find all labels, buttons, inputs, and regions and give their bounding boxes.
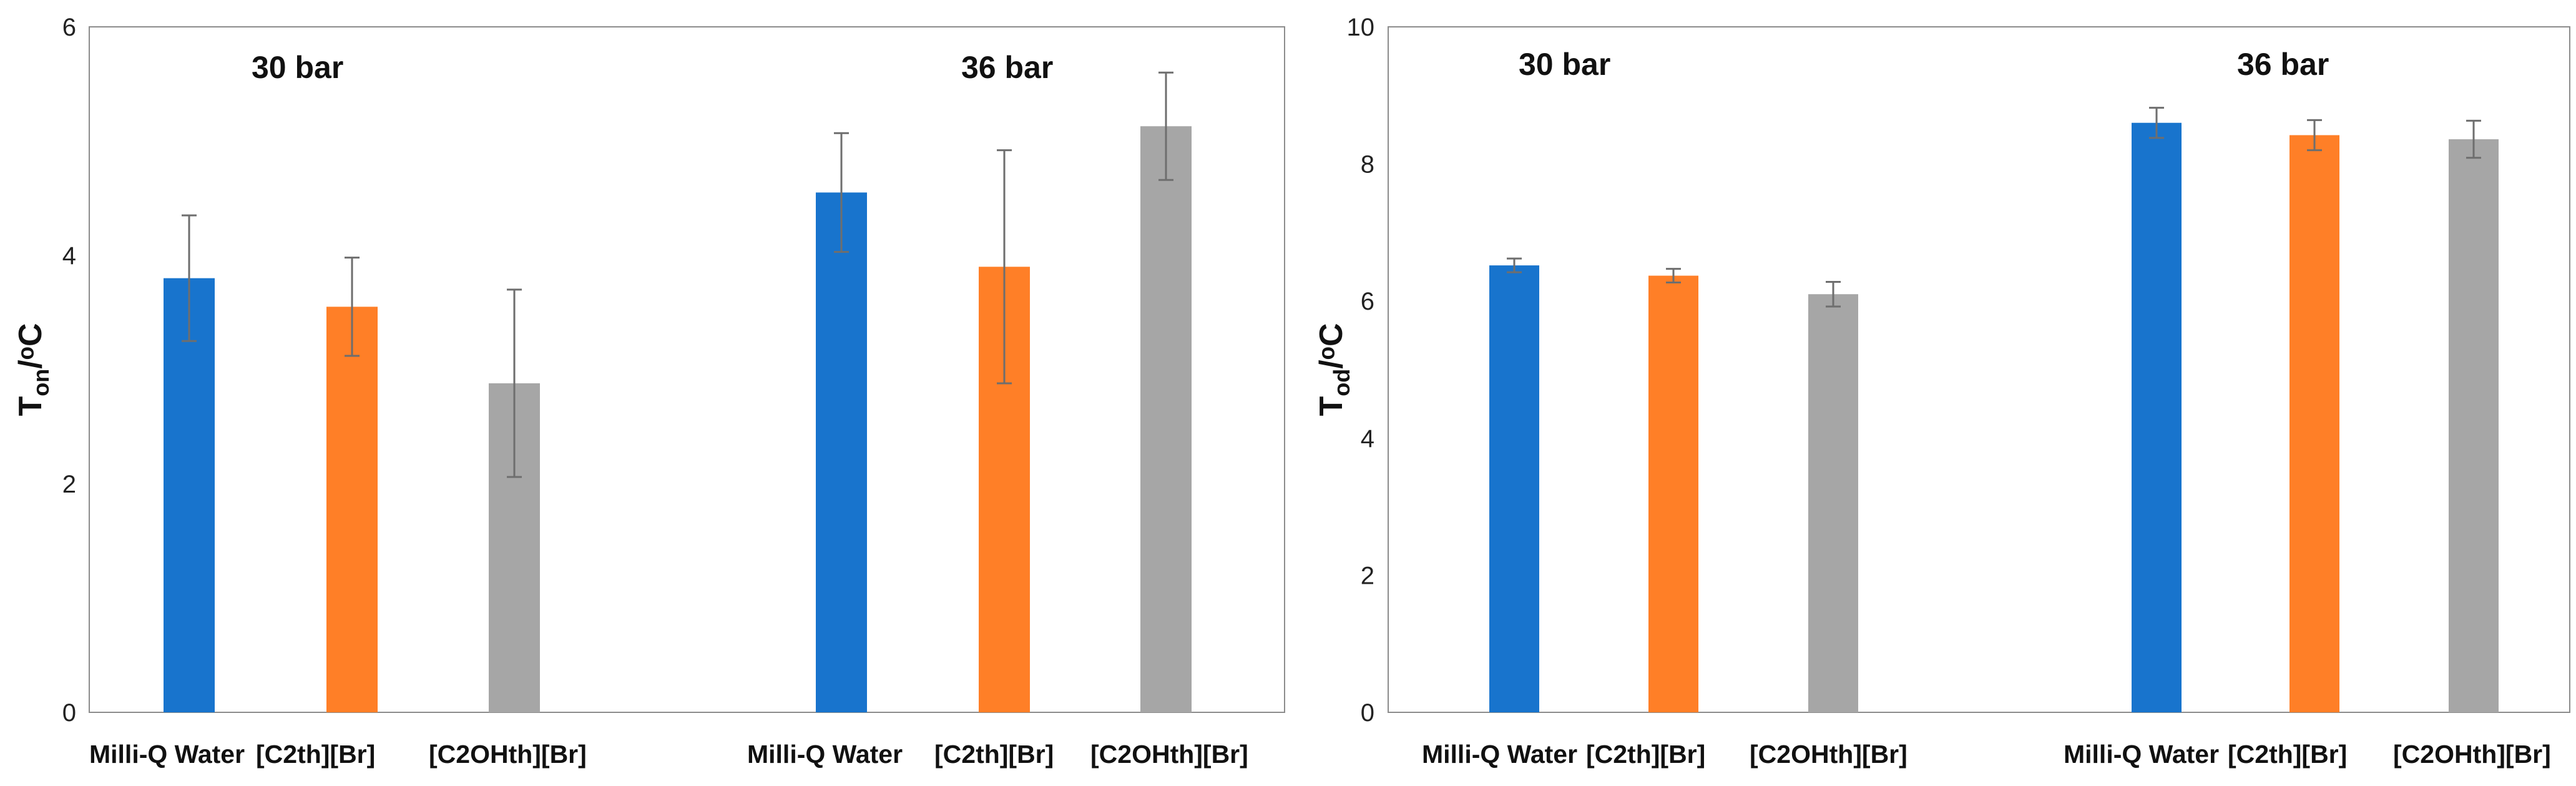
x-category-label-milli-q-water: Milli-Q Water bbox=[1422, 740, 1577, 769]
x-categories-left: Milli-Q Water [C2th][Br] [C2OHth][Br] Milli… bbox=[89, 740, 1248, 769]
bar-30-bar-milli-q-water bbox=[164, 278, 215, 713]
bar-36-bar-c2ohth-br bbox=[1140, 126, 1192, 712]
y-tick-label: 2 bbox=[62, 471, 76, 498]
y-axis-label-left: Ton/ᵒC bbox=[12, 323, 54, 416]
y-tick-label: 2 bbox=[1361, 562, 1374, 589]
plot-area-right bbox=[1388, 26, 2570, 713]
x-category-label-c2ohth-br: [C2OHth][Br] bbox=[2393, 740, 2551, 769]
x-category-label-c2ohth-br: [C2OHth][Br] bbox=[1090, 740, 1248, 769]
y-label-unit-left: /ᵒC bbox=[12, 323, 49, 368]
bar-36-bar-milli-q-water bbox=[2132, 122, 2182, 713]
bar-36-bar-c2th-br bbox=[2290, 135, 2339, 712]
y-label-sub-right: od bbox=[1329, 369, 1354, 396]
group-label-30-bar-left: 30 bar bbox=[252, 50, 343, 85]
y-tick-label: 0 bbox=[62, 699, 76, 727]
group-label-36-bar-left: 36 bar bbox=[961, 50, 1053, 85]
y-tick-label: 0 bbox=[1361, 699, 1374, 727]
error-bar-30-bar-c2th-br bbox=[345, 257, 360, 357]
x-category-label-c2th-br: [C2th][Br] bbox=[1586, 740, 1705, 769]
bar-36-bar-c2ohth-br bbox=[2449, 139, 2499, 712]
y-tick-label: 4 bbox=[62, 242, 76, 270]
y-label-base-right: T bbox=[1313, 396, 1349, 416]
chart-right: 0 2 4 6 8 10 Milli-Q Water [C2th][Br] [C2OHth][… bbox=[1313, 14, 2570, 769]
y-ticks-right: 0 2 4 6 8 10 bbox=[1347, 14, 1375, 727]
y-tick-label: 6 bbox=[62, 14, 76, 41]
y-tick-label: 4 bbox=[1361, 425, 1374, 453]
x-category-label-milli-q-water: Milli-Q Water bbox=[747, 740, 903, 769]
error-bar-36-bar-c2ohth-br bbox=[1158, 71, 1173, 181]
bar-30-bar-milli-q-water bbox=[1489, 265, 1539, 712]
error-bar-36-bar-milli-q-water bbox=[834, 132, 849, 253]
y-ticks-left: 0 2 4 6 bbox=[62, 14, 76, 727]
bar-30-bar-c2ohth-br bbox=[1808, 294, 1858, 713]
x-category-label-c2th-br: [C2th][Br] bbox=[934, 740, 1054, 769]
chart-left: 0 2 4 6 Milli-Q Water [C2th][Br] [C2OHth][Br]… bbox=[12, 14, 1285, 769]
y-label-unit-right: /ᵒC bbox=[1313, 323, 1349, 368]
y-tick-label: 8 bbox=[1361, 151, 1374, 179]
y-axis-label-right: Tod/ᵒC bbox=[1313, 323, 1354, 416]
x-category-label-milli-q-water: Milli-Q Water bbox=[2064, 740, 2219, 769]
x-category-label-c2th-br: [C2th][Br] bbox=[2228, 740, 2347, 769]
error-bar-30-bar-c2ohth-br bbox=[507, 288, 522, 478]
x-category-label-c2ohth-br: [C2OHth][Br] bbox=[1750, 740, 1908, 769]
y-label-base-left: T bbox=[12, 396, 49, 416]
x-categories-right: Milli-Q Water [C2th][Br] [C2OHth][Br] Milli… bbox=[1422, 740, 2551, 769]
error-bar-30-bar-c2th-br bbox=[1666, 268, 1681, 284]
group-label-30-bar-right: 30 bar bbox=[1519, 47, 1610, 82]
error-bar-30-bar-c2ohth-br bbox=[1826, 280, 1841, 308]
error-bar-30-bar-milli-q-water bbox=[182, 214, 197, 342]
group-label-36-bar-right: 36 bar bbox=[2237, 47, 2329, 82]
y-tick-label: 6 bbox=[1361, 288, 1374, 315]
bar-36-bar-milli-q-water bbox=[816, 192, 867, 713]
error-bar-30-bar-milli-q-water bbox=[1507, 257, 1522, 273]
error-bar-36-bar-c2ohth-br bbox=[2466, 119, 2481, 159]
bar-30-bar-c2th-br bbox=[1648, 275, 1698, 713]
error-bar-36-bar-milli-q-water bbox=[2149, 107, 2164, 139]
bars-right bbox=[1489, 107, 2499, 713]
plot-area-left bbox=[89, 26, 1285, 713]
bars-left bbox=[164, 71, 1192, 713]
error-bar-36-bar-c2th-br bbox=[2307, 119, 2322, 152]
bar-30-bar-c2th-br bbox=[326, 307, 378, 713]
x-category-label-milli-q-water: Milli-Q Water bbox=[89, 740, 245, 769]
y-label-sub-left: on bbox=[28, 369, 54, 396]
x-category-label-c2th-br: [C2th][Br] bbox=[256, 740, 375, 769]
y-tick-label: 10 bbox=[1347, 14, 1375, 41]
error-bar-36-bar-c2th-br bbox=[997, 149, 1012, 385]
x-category-label-c2ohth-br: [C2OHth][Br] bbox=[429, 740, 587, 769]
